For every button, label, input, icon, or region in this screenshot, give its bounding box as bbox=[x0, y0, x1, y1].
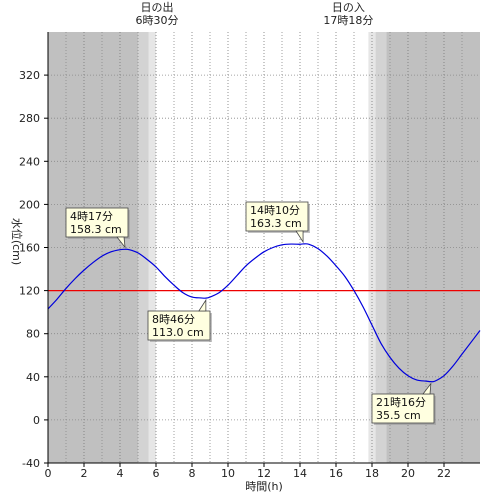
y-tick-label-120: 120 bbox=[19, 285, 40, 298]
callout-value: 158.3 cm bbox=[70, 223, 122, 236]
y-tick-label--40: -40 bbox=[22, 457, 40, 470]
y-tick-label-320: 320 bbox=[19, 69, 40, 82]
shading-band-2 bbox=[148, 32, 156, 463]
x-tick-label-8: 8 bbox=[189, 467, 196, 480]
x-tick-label-20: 20 bbox=[401, 467, 415, 480]
callout-time: 4時17分 bbox=[70, 210, 113, 223]
callout-value: 35.5 cm bbox=[376, 409, 421, 422]
x-tick-label-12: 12 bbox=[257, 467, 271, 480]
callout-pointer bbox=[295, 230, 304, 244]
y-tick-label-240: 240 bbox=[19, 155, 40, 168]
callout-value: 113.0 cm bbox=[152, 326, 204, 339]
x-tick-label-6: 6 bbox=[153, 467, 160, 480]
shading-band-1 bbox=[138, 32, 149, 463]
x-tick-label-2: 2 bbox=[81, 467, 88, 480]
y-tick-label-40: 40 bbox=[26, 371, 40, 384]
y-tick-label-0: 0 bbox=[33, 414, 40, 427]
callout-time: 14時10分 bbox=[250, 204, 300, 217]
y-tick-label-160: 160 bbox=[19, 242, 40, 255]
callout-box bbox=[371, 393, 435, 424]
sun-labels: 日の出 6時30分 日の入 17時18分 bbox=[136, 0, 374, 27]
axes: 0 2 4 6 8 10 12 14 16 18 20 22 -40 0 40 80 120 160 200 240 2… bbox=[19, 32, 480, 480]
x-axis-title: 時間(h) bbox=[245, 480, 283, 493]
x-tick-label-10: 10 bbox=[221, 467, 235, 480]
x-tick-label-16: 16 bbox=[329, 467, 343, 480]
x-tick-label-22: 22 bbox=[437, 467, 451, 480]
x-tick-label-14: 14 bbox=[293, 467, 307, 480]
sunset-time: 17時18分 bbox=[323, 14, 373, 27]
callout-pointer bbox=[116, 236, 126, 249]
callout-pointer bbox=[198, 298, 207, 312]
sunrise-time: 6時30分 bbox=[136, 14, 179, 27]
callout-value: 163.3 cm bbox=[250, 217, 302, 230]
x-tick-label-0: 0 bbox=[45, 467, 52, 480]
y-tick-label-80: 80 bbox=[26, 328, 40, 341]
x-tick-label-18: 18 bbox=[365, 467, 379, 480]
callout-time: 8時46分 bbox=[152, 313, 195, 326]
callout-time: 21時16分 bbox=[376, 396, 426, 409]
y-tick-label-200: 200 bbox=[19, 198, 40, 211]
y-axis-title: 水位(cm) bbox=[10, 218, 24, 265]
callout-box bbox=[245, 201, 309, 232]
sunrise-label: 日の出 bbox=[141, 0, 174, 14]
x-tick-label-4: 4 bbox=[117, 467, 124, 480]
callout-box bbox=[147, 310, 211, 341]
callout-box bbox=[65, 207, 129, 238]
tide-level-line bbox=[47, 243, 481, 383]
y-tick-label-280: 280 bbox=[19, 112, 40, 125]
callout-pointer bbox=[422, 382, 432, 395]
sunset-label: 日の入 bbox=[332, 1, 365, 14]
series-group bbox=[47, 243, 481, 383]
